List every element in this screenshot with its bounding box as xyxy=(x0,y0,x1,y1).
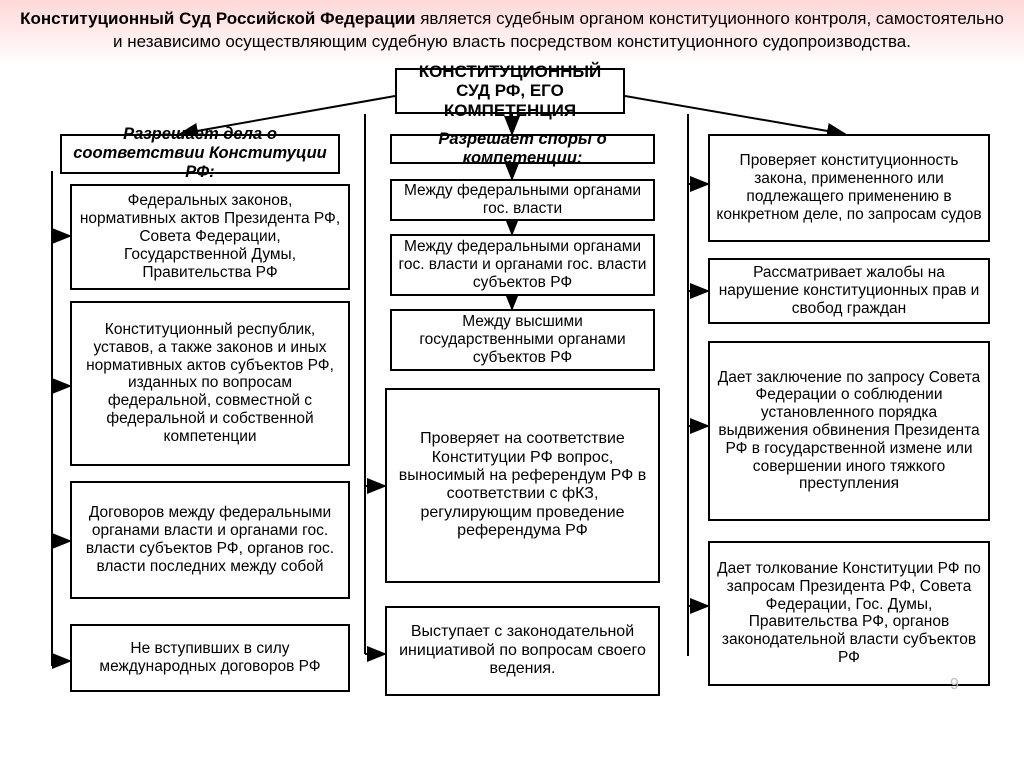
col2-b5: Выступает с законодательной инициативой … xyxy=(385,606,660,696)
col3-b4: Дает толкование Конституции РФ по запрос… xyxy=(708,541,990,686)
col1-b4: Не вступивших в силу международных догов… xyxy=(70,624,350,692)
col3-b2: Рассматривает жалобы на нарушение консти… xyxy=(708,258,990,324)
col2-b4: Проверяет на соответствие Конституции РФ… xyxy=(385,388,660,583)
header-bold: Конституционный Суд Российской Федерации xyxy=(20,9,415,28)
col2-b2: Между федеральными органами гос. власти … xyxy=(390,234,655,296)
col1-b1: Федеральных законов, нормативных актов П… xyxy=(70,184,350,290)
page-number: 9 xyxy=(950,676,959,694)
col2-b1: Между федеральными органами гос. власти xyxy=(390,179,655,221)
col3-b1: Проверяет конституционность закона, прим… xyxy=(708,134,990,242)
col1-b3: Договоров между федеральными органами вл… xyxy=(70,481,350,599)
col3-b3: Дает заключение по запросу Совета Федера… xyxy=(708,341,990,521)
col1-head: Разрешает дела о соответствии Конституци… xyxy=(60,134,340,174)
col2-b3: Между высшими государственными органами … xyxy=(390,309,655,371)
diagram-canvas: КОНСТИТУЦИОННЫЙ СУД РФ, ЕГО КОМПЕТЕНЦИЯ … xyxy=(0,66,1024,746)
col2-head: Разрешает споры о компетенции: xyxy=(390,134,655,164)
col1-b2: Конституционный республик, уставов, а та… xyxy=(70,301,350,466)
root-box: КОНСТИТУЦИОННЫЙ СУД РФ, ЕГО КОМПЕТЕНЦИЯ xyxy=(395,68,625,114)
header-banner: Конституционный Суд Российской Федерации… xyxy=(0,0,1024,66)
